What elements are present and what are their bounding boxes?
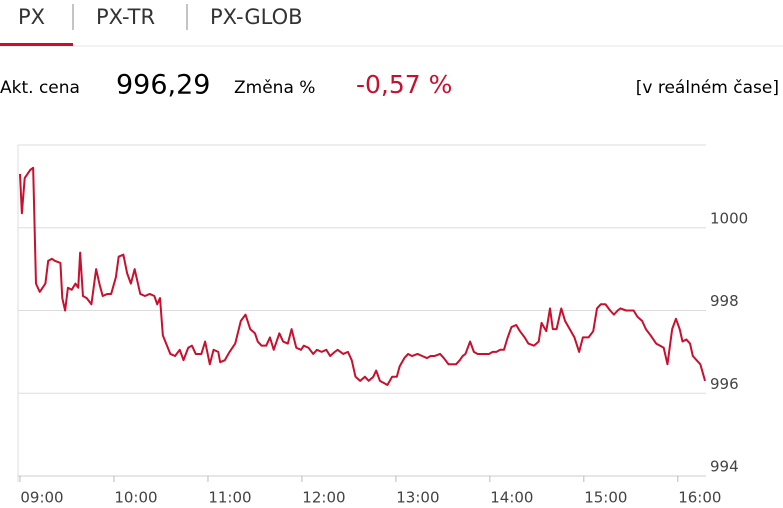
x-tick-label: 12:00 — [302, 489, 345, 507]
tab[interactable]: PX-TR — [96, 5, 155, 29]
tab[interactable]: PX-GLOB — [210, 5, 303, 29]
price-line — [19, 166, 707, 386]
realtime-note: [v reálném čase] — [636, 78, 779, 98]
y-tick-label: 994 — [710, 458, 739, 476]
active-tab-underline — [0, 43, 73, 46]
tab[interactable]: PX — [18, 5, 45, 29]
x-tick-label: 10:00 — [114, 489, 157, 507]
change: -0,57 % — [356, 70, 452, 99]
y-tick-label: 996 — [710, 375, 739, 393]
x-tick-label: 15:00 — [584, 489, 627, 507]
price-label: Akt. cena — [0, 78, 80, 98]
y-tick-label: 1000 — [710, 209, 748, 227]
x-tick-label: 09:00 — [20, 489, 63, 507]
x-tick-label: 16:00 — [678, 489, 721, 507]
x-tick-label: 14:00 — [490, 489, 533, 507]
price: 996,29 — [116, 70, 210, 101]
x-tick-label: 11:00 — [208, 489, 251, 507]
change-label: Změna % — [234, 78, 315, 98]
x-tick-label: 13:00 — [396, 489, 439, 507]
y-tick-label: 998 — [710, 292, 739, 310]
